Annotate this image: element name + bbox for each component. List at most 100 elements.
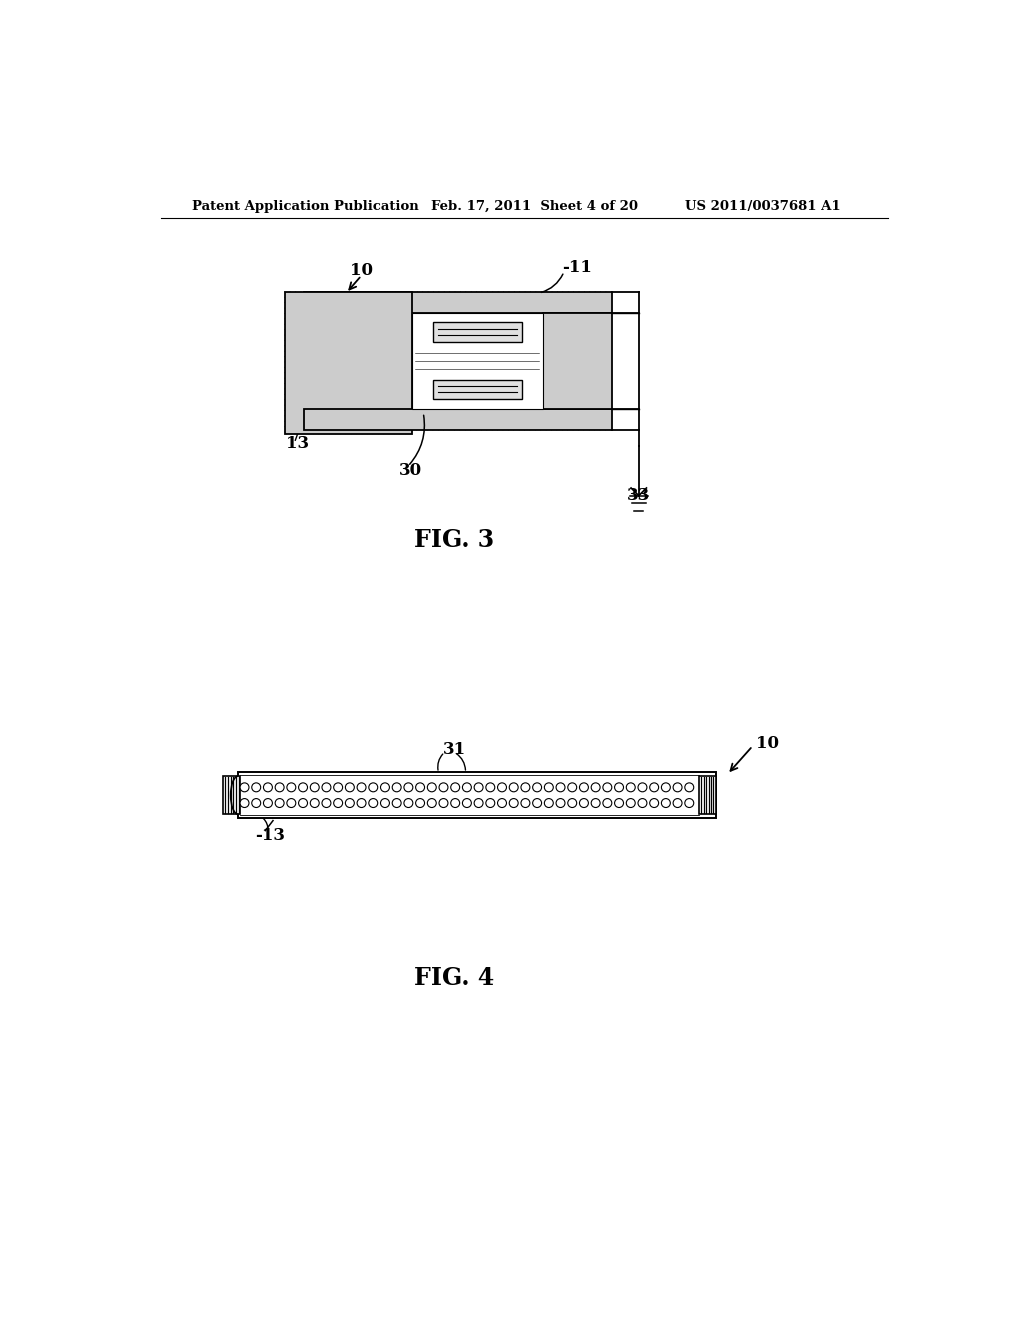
Circle shape — [322, 783, 331, 792]
Bar — [239, 772, 716, 818]
Circle shape — [416, 783, 425, 792]
Circle shape — [545, 783, 553, 792]
Text: 13: 13 — [286, 434, 309, 451]
Circle shape — [381, 799, 389, 808]
Circle shape — [603, 783, 611, 792]
Circle shape — [532, 783, 542, 792]
Circle shape — [662, 783, 671, 792]
Bar — [285, 292, 412, 434]
Circle shape — [463, 799, 471, 808]
Bar — [543, 313, 611, 409]
Circle shape — [521, 783, 529, 792]
Circle shape — [357, 783, 366, 792]
Circle shape — [439, 799, 447, 808]
Circle shape — [252, 783, 261, 792]
Text: 33: 33 — [627, 487, 649, 504]
Circle shape — [310, 799, 319, 808]
Circle shape — [240, 799, 249, 808]
Circle shape — [463, 783, 471, 792]
Text: US 2011/0037681 A1: US 2011/0037681 A1 — [685, 199, 841, 213]
Circle shape — [545, 799, 553, 808]
Circle shape — [532, 799, 542, 808]
Circle shape — [427, 799, 436, 808]
Circle shape — [567, 783, 577, 792]
Text: Feb. 17, 2011  Sheet 4 of 20: Feb. 17, 2011 Sheet 4 of 20 — [431, 199, 638, 213]
Circle shape — [638, 799, 647, 808]
Circle shape — [649, 799, 658, 808]
Text: -11: -11 — [562, 259, 592, 276]
Circle shape — [322, 799, 331, 808]
Circle shape — [485, 783, 495, 792]
Bar — [412, 313, 543, 409]
Circle shape — [369, 799, 378, 808]
Bar — [433, 380, 521, 400]
Bar — [304, 292, 611, 313]
Circle shape — [614, 783, 624, 792]
Text: 30: 30 — [398, 462, 422, 479]
Circle shape — [263, 783, 272, 792]
Circle shape — [474, 799, 483, 808]
Bar — [304, 409, 611, 430]
Circle shape — [498, 799, 507, 808]
Circle shape — [627, 799, 635, 808]
Circle shape — [345, 799, 354, 808]
Circle shape — [287, 799, 296, 808]
Circle shape — [556, 783, 565, 792]
Circle shape — [638, 783, 647, 792]
Circle shape — [509, 799, 518, 808]
Circle shape — [381, 783, 389, 792]
Text: 31: 31 — [442, 742, 466, 758]
Circle shape — [299, 783, 307, 792]
Circle shape — [403, 783, 413, 792]
Circle shape — [263, 799, 272, 808]
Circle shape — [416, 799, 425, 808]
Circle shape — [299, 799, 307, 808]
Circle shape — [627, 783, 635, 792]
Circle shape — [603, 799, 611, 808]
Circle shape — [392, 799, 401, 808]
Circle shape — [275, 783, 284, 792]
Circle shape — [403, 799, 413, 808]
Circle shape — [334, 783, 343, 792]
Text: FIG. 3: FIG. 3 — [414, 528, 494, 552]
Circle shape — [485, 799, 495, 808]
Circle shape — [287, 783, 296, 792]
Circle shape — [521, 799, 529, 808]
Circle shape — [357, 799, 366, 808]
Circle shape — [451, 783, 460, 792]
Circle shape — [427, 783, 436, 792]
Circle shape — [591, 783, 600, 792]
Circle shape — [580, 799, 589, 808]
Circle shape — [474, 783, 483, 792]
Circle shape — [498, 783, 507, 792]
Circle shape — [673, 783, 682, 792]
Bar — [433, 322, 521, 342]
Text: -13: -13 — [255, 828, 286, 845]
Circle shape — [240, 783, 249, 792]
Circle shape — [369, 783, 378, 792]
Circle shape — [580, 783, 589, 792]
Circle shape — [310, 783, 319, 792]
Text: FIG. 4: FIG. 4 — [414, 966, 495, 990]
Circle shape — [591, 799, 600, 808]
Bar — [223, 776, 240, 814]
Circle shape — [252, 799, 261, 808]
Circle shape — [334, 799, 343, 808]
Circle shape — [509, 783, 518, 792]
Text: Patent Application Publication: Patent Application Publication — [193, 199, 419, 213]
Circle shape — [439, 783, 447, 792]
Bar — [698, 776, 716, 814]
Circle shape — [649, 783, 658, 792]
Circle shape — [451, 799, 460, 808]
Circle shape — [556, 799, 565, 808]
Text: 10: 10 — [350, 261, 373, 279]
Circle shape — [567, 799, 577, 808]
Circle shape — [614, 799, 624, 808]
Circle shape — [662, 799, 671, 808]
Circle shape — [392, 783, 401, 792]
Circle shape — [275, 799, 284, 808]
Circle shape — [685, 783, 693, 792]
Text: 10: 10 — [756, 735, 779, 752]
Circle shape — [685, 799, 693, 808]
Circle shape — [345, 783, 354, 792]
